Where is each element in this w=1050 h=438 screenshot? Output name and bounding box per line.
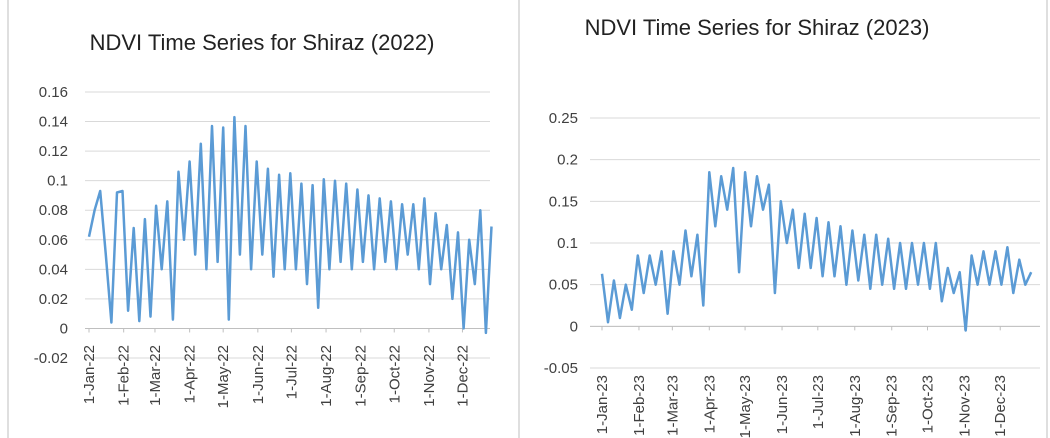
x-tick-label: 1-Jun-23 xyxy=(774,375,791,434)
y-tick-label: 0.08 xyxy=(39,202,68,219)
x-tick-label: 1-Sep-22 xyxy=(353,345,370,407)
y-tick-label: 0.2 xyxy=(557,152,578,169)
y-tick-label: -0.02 xyxy=(34,350,68,367)
x-tick-label: 1-Apr-22 xyxy=(182,345,199,403)
y-tick-label: 0.16 xyxy=(39,84,68,101)
x-tick-label: 1-Aug-22 xyxy=(318,345,335,407)
x-tick-label: 1-Jul-22 xyxy=(283,345,300,399)
x-tick-label: 1-Sep-23 xyxy=(884,375,901,437)
x-tick-label: 1-Feb-22 xyxy=(116,345,133,406)
y-tick-label: 0.04 xyxy=(39,261,68,278)
ndvi-line xyxy=(87,115,493,335)
y-tick-label: 0 xyxy=(570,318,578,335)
x-tick-label: 1-Aug-23 xyxy=(847,375,864,437)
x-tick-label: 1-Oct-23 xyxy=(920,375,937,433)
x-tick-label: 1-Jun-22 xyxy=(250,345,267,404)
ndvi-line xyxy=(600,166,1033,332)
x-tick-label: 1-Nov-23 xyxy=(956,375,973,437)
x-tick-label: 1-Jan-22 xyxy=(81,345,98,404)
y-tick-label: 0.15 xyxy=(549,193,578,210)
y-tick-label: 0.1 xyxy=(47,173,68,190)
y-tick-label: 0.05 xyxy=(549,277,578,294)
y-tick-label: -0.05 xyxy=(544,360,578,377)
y-tick-label: 0.12 xyxy=(39,143,68,160)
x-tick-label: 1-Oct-22 xyxy=(386,345,403,403)
x-tick-label: 1-Mar-23 xyxy=(664,375,681,436)
x-tick-label: 1-Jan-23 xyxy=(594,375,611,434)
y-tick-label: 0.06 xyxy=(39,232,68,249)
x-tick-label: 1-Dec-22 xyxy=(454,345,471,407)
x-tick-label: 1-Apr-23 xyxy=(701,375,718,433)
x-tick-label: 1-Feb-23 xyxy=(631,375,648,436)
y-tick-label: 0.25 xyxy=(549,110,578,127)
x-tick-label: 1-Nov-22 xyxy=(421,345,438,407)
chart-title: NDVI Time Series for Shiraz (2023) xyxy=(585,15,930,40)
y-tick-label: 0.02 xyxy=(39,291,68,308)
chart-title: NDVI Time Series for Shiraz (2022) xyxy=(90,30,435,55)
x-tick-label: 1-Dec-23 xyxy=(992,375,1009,437)
x-tick-label: 1-Mar-22 xyxy=(147,345,164,406)
x-tick-label: 1-Jul-23 xyxy=(810,375,827,429)
y-tick-label: 0 xyxy=(60,320,68,337)
x-tick-label: 1-May-23 xyxy=(737,375,754,438)
x-tick-label: 1-May-22 xyxy=(215,345,232,408)
y-tick-label: 0.1 xyxy=(557,235,578,252)
y-tick-label: 0.14 xyxy=(39,114,68,131)
